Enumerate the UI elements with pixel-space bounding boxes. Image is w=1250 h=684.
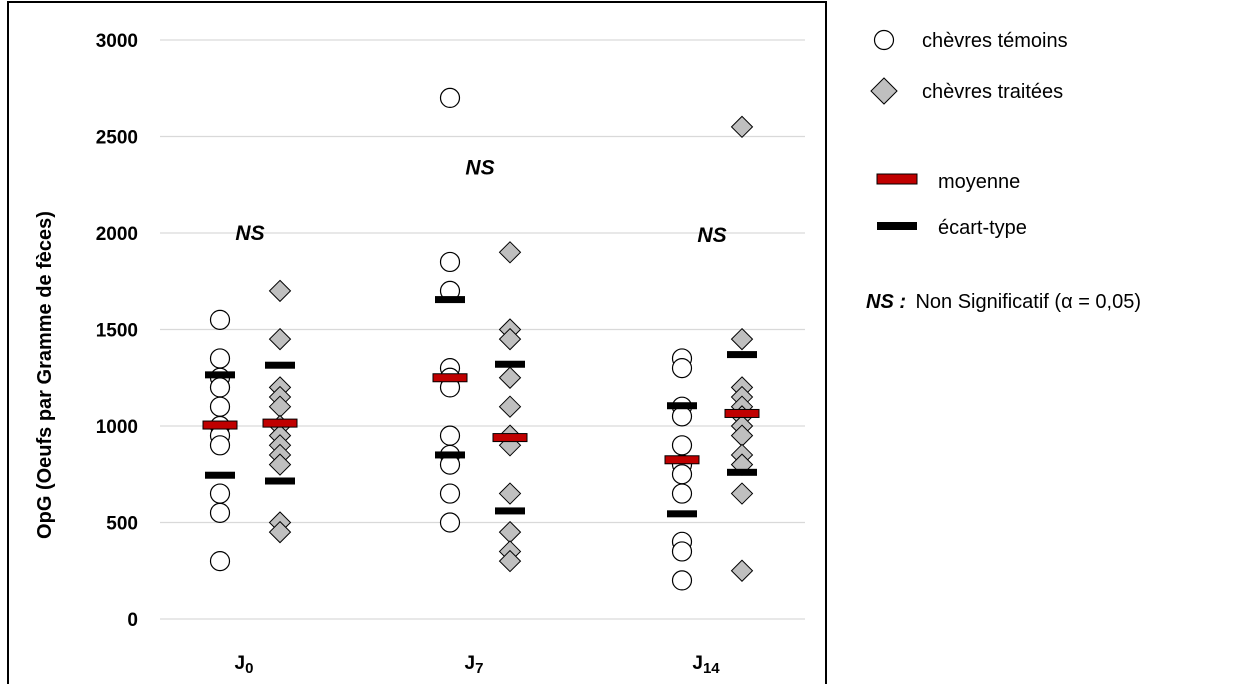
sd-bar xyxy=(727,468,757,476)
data-points xyxy=(209,87,754,591)
sd-bar xyxy=(435,296,465,304)
chart-frame xyxy=(7,1,827,684)
x-tick-subscript: 7 xyxy=(475,660,483,677)
temoin-point xyxy=(209,348,231,369)
mean-bar xyxy=(492,433,528,443)
x-tick-label: J14 xyxy=(692,653,720,677)
temoin-point xyxy=(209,483,231,504)
temoin-point xyxy=(209,550,231,572)
y-tick-label: 0 xyxy=(127,610,138,631)
temoin-point xyxy=(671,358,693,379)
legend-temoins-label: chèvres témoins xyxy=(922,30,1068,52)
traitee-point xyxy=(268,520,292,544)
x-tick-main: J xyxy=(465,653,476,674)
legend-circle-icon xyxy=(873,29,895,51)
traitee-point xyxy=(730,482,754,505)
x-tick-main: J xyxy=(692,653,703,674)
y-tick-label: 2000 xyxy=(96,224,138,245)
mean-bar xyxy=(202,420,238,430)
traitee-point xyxy=(498,241,522,264)
sd-bar xyxy=(667,402,697,410)
sd-bar xyxy=(667,510,697,518)
x-tick-subscript: 14 xyxy=(703,660,720,677)
traitee-point xyxy=(268,453,292,476)
traitee-point xyxy=(268,279,292,303)
y-tick-labels: 0 500 1000 1500 2000 2500 3000 xyxy=(96,31,138,631)
temoin-point xyxy=(209,435,231,456)
legend-ns-note: NS : Non Significatif (α = 0,05) xyxy=(866,291,1141,313)
summary-bars xyxy=(202,296,760,518)
legend-ns-text: Non Significatif (α = 0,05) xyxy=(915,291,1141,313)
x-tick-main: J xyxy=(235,653,246,674)
traitee-point xyxy=(268,327,292,351)
temoin-point xyxy=(671,464,693,485)
y-tick-label: 2500 xyxy=(96,128,138,149)
x-tick-label: J0 xyxy=(235,653,254,677)
traitee-point xyxy=(730,327,754,351)
legend: chèvres témoins chèvres traitées moyenne… xyxy=(866,29,1141,313)
y-tick-label: 3000 xyxy=(96,31,138,52)
traitee-point xyxy=(498,520,522,544)
temoin-point xyxy=(209,396,231,417)
mean-bar xyxy=(262,418,298,428)
sd-bar xyxy=(205,371,235,379)
traitee-point xyxy=(498,395,522,418)
legend-diamond-icon xyxy=(870,77,898,105)
ns-annotations: NS NS NS xyxy=(235,156,726,247)
temoin-point xyxy=(671,541,693,562)
x-tick-label: J7 xyxy=(465,653,484,677)
sd-bar xyxy=(495,507,525,515)
legend-traitees-label: chèvres traitées xyxy=(922,81,1063,103)
ns-annotation: NS xyxy=(465,156,494,179)
temoin-point xyxy=(671,406,693,427)
sd-bar xyxy=(265,477,295,485)
ns-annotation: NS xyxy=(697,224,726,247)
legend-ns-key: NS : xyxy=(866,291,906,313)
traitee-point xyxy=(730,559,754,582)
temoin-point xyxy=(209,377,231,398)
sd-bar xyxy=(435,451,465,459)
temoin-point xyxy=(209,309,231,330)
temoin-point xyxy=(209,502,231,523)
legend-mean-swatch xyxy=(876,173,918,185)
temoin-point xyxy=(439,251,461,273)
ns-annotation: NS xyxy=(235,222,264,245)
y-tick-label: 1500 xyxy=(96,321,138,342)
y-tick-label: 500 xyxy=(106,514,138,535)
temoin-point xyxy=(671,435,693,456)
legend-sd-swatch xyxy=(877,222,917,230)
traitee-point xyxy=(730,115,754,139)
mean-bar xyxy=(432,373,468,383)
sd-bar xyxy=(205,471,235,479)
traitee-point xyxy=(498,327,522,351)
traitee-point xyxy=(498,366,522,389)
temoin-point xyxy=(439,87,461,109)
temoin-point xyxy=(439,483,461,504)
sd-bar xyxy=(727,351,757,359)
legend-mean-label: moyenne xyxy=(938,171,1020,193)
y-axis-label: OpG (Oeufs par Gramme de fèces) xyxy=(34,211,56,539)
sd-bar xyxy=(265,361,295,369)
temoin-point xyxy=(671,570,693,591)
temoin-point xyxy=(439,512,461,533)
gridlines xyxy=(160,39,805,620)
x-tick-labels: J0 J7 J14 xyxy=(235,653,721,677)
traitee-point xyxy=(498,482,522,505)
y-tick-label: 1000 xyxy=(96,417,138,438)
x-tick-subscript: 0 xyxy=(245,660,253,677)
mean-bar xyxy=(664,455,700,465)
temoin-point xyxy=(671,483,693,504)
temoin-point xyxy=(439,425,461,446)
legend-sd-label: écart-type xyxy=(938,217,1027,239)
mean-bar xyxy=(724,408,760,418)
sd-bar xyxy=(495,360,525,368)
traitee-point xyxy=(498,549,522,573)
